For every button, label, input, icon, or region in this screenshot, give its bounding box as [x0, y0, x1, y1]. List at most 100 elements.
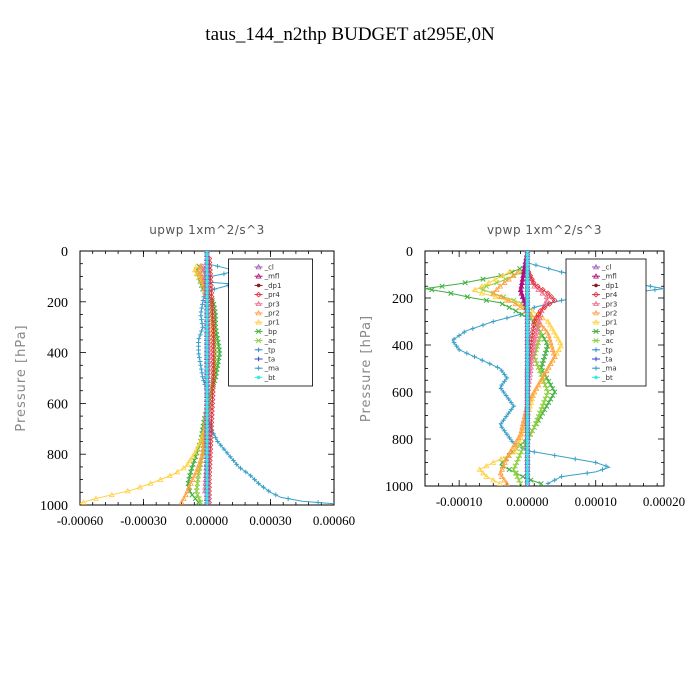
- series-pr2-marker: [531, 388, 538, 395]
- legend-entry-pr2-label: _pr2: [601, 310, 617, 318]
- series-pr4-marker: [208, 431, 214, 437]
- series-bt-marker: [205, 321, 209, 326]
- series-pr4-marker: [548, 293, 555, 300]
- series-pr1-marker: [108, 491, 115, 498]
- series-bt-marker: [525, 393, 530, 398]
- series-pr1-marker: [480, 469, 487, 476]
- series-pr1-marker: [499, 272, 506, 278]
- series-ac-marker: [535, 364, 542, 370]
- series-ac-marker: [515, 456, 521, 462]
- series-pr1-marker: [553, 350, 560, 356]
- legend-entry-cl-label: _cl: [601, 264, 611, 272]
- series-bt-marker: [525, 428, 530, 433]
- series-pr2-marker: [535, 381, 542, 388]
- series-pr4-marker: [210, 366, 217, 372]
- series-ac-marker: [543, 385, 550, 392]
- series-pr4-marker: [210, 324, 217, 331]
- series-pr2-marker: [548, 343, 555, 349]
- series-pr1-marker: [492, 293, 499, 300]
- series-pr2-marker: [541, 371, 548, 377]
- series-pr4-marker: [207, 438, 214, 445]
- series-bp-marker: [462, 280, 468, 286]
- series-bt-marker: [205, 371, 209, 375]
- series-bp-marker: [538, 480, 544, 486]
- series-pr4-marker: [207, 446, 214, 452]
- series-pr2-marker: [510, 272, 517, 278]
- legend-entry-pr1-label: _pr1: [264, 319, 280, 327]
- series-ma-marker: [200, 324, 206, 330]
- series-pr4-marker: [208, 415, 215, 422]
- series-ma-marker: [198, 366, 204, 372]
- series-mfl-marker: [519, 293, 526, 300]
- series-bt-marker: [525, 365, 530, 370]
- series-pr1-line: [80, 266, 210, 505]
- series-pr1-marker: [544, 318, 551, 324]
- series-bt-marker: [525, 251, 530, 253]
- series-pr1-marker: [157, 476, 164, 482]
- series-ma-marker: [215, 263, 220, 269]
- series-pr2-marker: [184, 487, 191, 494]
- series-bt-marker: [525, 376, 530, 380]
- legend-entry-ta-marker: [593, 356, 599, 362]
- y-tick-label: 200: [47, 296, 68, 311]
- series-bp-marker: [429, 287, 435, 293]
- series-pr3-marker: [539, 290, 546, 296]
- legend-entry-pr3-marker: [255, 300, 262, 307]
- series-ac-marker: [542, 382, 548, 388]
- legend-entry-pr1-marker: [593, 319, 599, 325]
- x-tick-label: 0.00000: [186, 513, 228, 528]
- series-ac-marker: [516, 452, 523, 459]
- series-pr3-marker: [199, 263, 206, 269]
- series-pr4-marker: [208, 427, 215, 433]
- series-pr2-marker: [189, 476, 196, 482]
- series-ma-marker: [252, 477, 257, 482]
- series-pr1-marker: [197, 438, 204, 444]
- series-pr4-marker: [208, 419, 215, 426]
- series-pr4-marker: [210, 316, 216, 323]
- series-bt-marker: [205, 496, 209, 501]
- series-pr4-marker: [208, 293, 215, 300]
- series-bt-marker: [205, 477, 209, 482]
- legend-entry-ma-marker: [256, 365, 261, 371]
- series-ac-marker: [514, 473, 520, 480]
- series-bt-marker: [525, 266, 530, 271]
- legend-entry-pr4-label: _pr4: [264, 291, 281, 299]
- series-bt-marker: [525, 414, 530, 419]
- series-pr1-marker: [511, 448, 518, 455]
- series-pr1-marker: [514, 441, 521, 448]
- series-pr4-marker: [208, 423, 215, 430]
- series-bt-marker: [205, 405, 209, 410]
- series-bt-marker: [525, 305, 530, 310]
- series-bt-marker: [525, 256, 530, 260]
- series-bt-marker: [525, 252, 530, 257]
- series-pr1-marker: [497, 455, 504, 462]
- series-pr1-marker: [553, 332, 560, 338]
- series-bt-marker: [525, 369, 530, 373]
- series-bt-marker: [525, 358, 530, 363]
- series-pr4-marker: [546, 301, 553, 307]
- y-axis-label: Pressure [hPa]: [14, 324, 29, 431]
- series-bp-marker: [464, 294, 470, 300]
- series-bt-marker: [205, 409, 209, 413]
- legend-entry-ta-label: _ta: [264, 356, 276, 364]
- series-bt-marker: [205, 264, 209, 269]
- series-pr2-marker: [505, 452, 512, 458]
- series-bt-marker: [525, 333, 530, 338]
- series-bt-marker: [525, 273, 530, 278]
- series-bt-marker: [205, 275, 209, 280]
- series-bt-marker: [525, 302, 530, 306]
- series-pr1-marker: [476, 466, 483, 472]
- series-ma-marker: [501, 417, 506, 423]
- series-bt-marker: [525, 464, 530, 468]
- series-ma-marker: [234, 462, 239, 467]
- series-ma-marker: [511, 403, 517, 409]
- series-ac-marker: [535, 414, 542, 420]
- series-bt-marker: [205, 390, 209, 394]
- series-pr2-marker: [529, 392, 536, 398]
- series-pr1-marker: [555, 336, 562, 342]
- series-ma-marker: [652, 287, 658, 293]
- legend-entry-ac-marker: [593, 337, 599, 344]
- series-ma-marker: [502, 379, 507, 384]
- legend-entry-bt-marker: [256, 375, 261, 380]
